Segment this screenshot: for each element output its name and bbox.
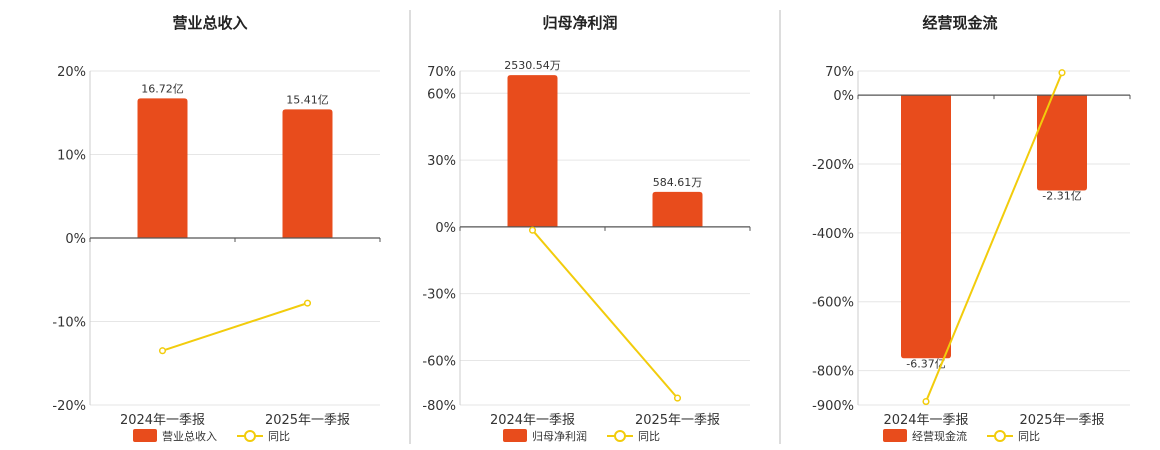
legend-bar-swatch (883, 429, 907, 442)
x-category-label: 2024年一季报 (490, 413, 575, 428)
legend-bar-label: 营业总收入 (162, 429, 217, 443)
bar-1[interactable] (901, 95, 951, 359)
legend-bar-swatch (503, 429, 527, 442)
y-tick-label: -80% (422, 399, 456, 414)
y-tick-label: 0% (65, 232, 86, 247)
y-tick-label: -900% (812, 399, 854, 414)
chart-panel-2: 归母净利润 70% 60% 30% 0% -30% -60% -80% 2530.54万 584.… (422, 14, 751, 443)
yoy-line (531, 229, 679, 399)
chart-panel-3: 经营现金流 70% 0% -200% -400% -600% -800% -900% -6.37… (812, 14, 1131, 443)
y-tick-label: -30% (422, 288, 456, 303)
y-tick-label: 60% (427, 87, 456, 102)
bar-data-label: 16.72亿 (141, 82, 184, 95)
x-category-label: 2025年一季报 (265, 413, 350, 428)
legend-bar-label: 经营现金流 (912, 429, 967, 443)
x-category-label: 2024年一季报 (120, 413, 205, 428)
legend-line-label: 同比 (1018, 430, 1040, 443)
chart-panel-1: 营业总收入 20% 10% 0% -10% -20% 16.72亿 15.41亿 2024年一季… (52, 14, 381, 443)
yoy-point-1[interactable] (922, 398, 930, 406)
bar-1[interactable] (137, 98, 188, 238)
bar-2[interactable] (652, 191, 703, 227)
bar-2[interactable] (282, 109, 333, 238)
x-category-label: 2025年一季报 (635, 413, 720, 428)
legend-line-marker (994, 430, 1006, 442)
y-tick-label: -400% (812, 227, 854, 242)
yoy-point-1[interactable] (158, 347, 167, 355)
y-tick-label: 70% (427, 65, 456, 80)
chart-title: 经营现金流 (922, 14, 997, 32)
legend: 营业总收入 同比 (133, 429, 290, 443)
bar-1[interactable] (507, 75, 558, 227)
legend: 归母净利润 同比 (503, 429, 660, 443)
x-category-label: 2025年一季报 (1019, 413, 1104, 428)
bar-data-label: 15.41亿 (286, 93, 329, 106)
bar-data-label: 584.61万 (653, 176, 703, 189)
bar-data-label: -6.37亿 (906, 357, 945, 370)
yoy-line (925, 72, 1063, 402)
y-tick-label: -800% (812, 365, 854, 380)
yoy-line (162, 302, 308, 352)
legend-bar-label: 归母净利润 (532, 429, 587, 443)
yoy-point-2[interactable] (1058, 69, 1066, 77)
yoy-point-1[interactable] (528, 226, 537, 234)
chart-title: 归母净利润 (542, 14, 617, 32)
y-tick-label: 0% (833, 89, 854, 104)
legend-line-marker (614, 430, 626, 442)
legend-line-label: 同比 (268, 430, 290, 443)
chart-title: 营业总收入 (172, 14, 247, 32)
legend: 经营现金流 同比 (883, 429, 1040, 443)
legend-bar-swatch (133, 429, 157, 442)
y-tick-label: 0% (435, 221, 456, 236)
yoy-point-2[interactable] (303, 299, 312, 307)
legend-line-marker (244, 430, 256, 442)
bar-data-label: 2530.54万 (504, 59, 561, 72)
y-tick-label: 30% (427, 154, 456, 169)
y-tick-label: 70% (825, 65, 854, 80)
y-tick-label: 10% (57, 149, 86, 164)
bar-2[interactable] (1037, 95, 1087, 191)
x-category-label: 2024年一季报 (883, 413, 968, 428)
y-tick-label: -60% (422, 354, 456, 369)
y-tick-label: -20% (52, 399, 86, 414)
legend-line-label: 同比 (638, 430, 660, 443)
yoy-point-2[interactable] (673, 394, 682, 402)
y-tick-label: -10% (52, 316, 86, 331)
y-tick-label: -200% (812, 158, 854, 173)
y-tick-label: -600% (812, 296, 854, 311)
bar-data-label: -2.31亿 (1042, 190, 1081, 203)
y-tick-label: 20% (57, 65, 86, 80)
